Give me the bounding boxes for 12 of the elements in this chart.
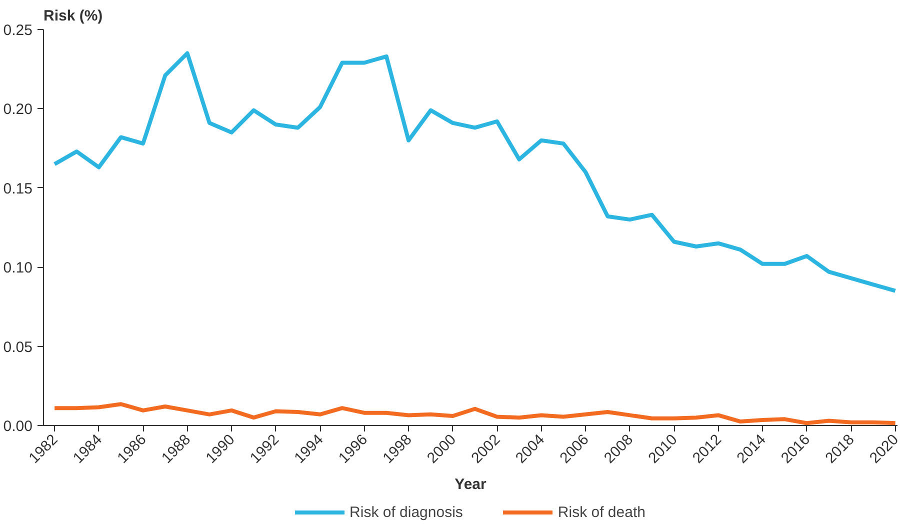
- line-series: [52, 402, 898, 426]
- legend-label: Risk of death: [558, 504, 646, 520]
- y-axis-title: Risk (%): [44, 8, 103, 24]
- y-tick-label: 0.05: [3, 338, 33, 356]
- y-tick-label: 0.20: [3, 101, 33, 118]
- y-tick-label: 0.10: [3, 260, 33, 277]
- y-tick-label: 0.25: [3, 22, 33, 39]
- line-series: [52, 51, 898, 293]
- x-axis-title: Year: [454, 476, 487, 493]
- legend-label: Risk of diagnosis: [350, 504, 463, 520]
- y-tick-label: 0.00: [3, 418, 33, 435]
- y-tick-label: 0.15: [3, 180, 33, 198]
